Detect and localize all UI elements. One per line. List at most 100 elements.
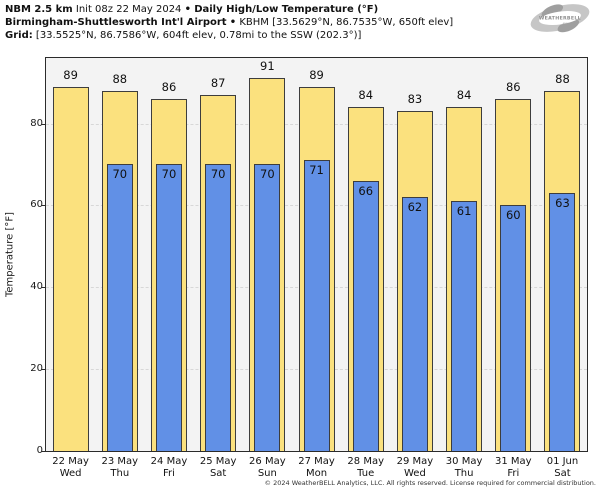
x-tick-label-29-may: 29 May Wed: [390, 456, 439, 480]
copyright-notice: © 2024 WeatherBELL Analytics, LLC. All r…: [264, 479, 596, 487]
x-label-date: 30 May: [445, 456, 483, 467]
x-tick-label-24-may: 24 May Fri: [144, 456, 193, 480]
station-details: KBHM [33.5629°N, 86.7535°W, 650ft elev]: [239, 17, 454, 28]
init-time: Init 08z 22 May 2024: [75, 4, 182, 15]
x-tick-label-23-may: 23 May Thu: [95, 456, 144, 480]
bar-slot-24-may: 86 70: [144, 58, 193, 451]
x-label-date: 25 May: [199, 456, 237, 467]
x-label-date: 24 May: [150, 456, 188, 467]
low-bar: 61: [451, 201, 478, 451]
x-label-date: 22 May: [52, 456, 89, 467]
bar-slot-29-may: 83 62: [390, 58, 439, 451]
y-tick-label-40: 40: [30, 281, 43, 293]
bar-slot-22-may: 89: [46, 58, 95, 451]
high-value-label: 83: [407, 92, 423, 106]
x-tick-label-27-may: 27 May Mon: [292, 456, 341, 480]
low-bar: 60: [500, 205, 527, 451]
y-tick-label-20: 20: [30, 363, 43, 375]
x-tick-label-22-may: 22 May Wed: [46, 456, 95, 480]
x-label-date: 28 May: [347, 456, 384, 467]
high-value-label: 86: [505, 80, 521, 94]
high-value-label: 86: [161, 80, 177, 94]
y-tick-label-60: 60: [30, 199, 43, 211]
y-tick-mark-40: [41, 287, 45, 289]
x-tick-label-30-may: 30 May Thu: [440, 456, 489, 480]
low-bar: 70: [106, 164, 133, 451]
x-label-weekday: Thu: [454, 468, 474, 479]
x-label-weekday: Wed: [404, 468, 426, 479]
x-tick-label-01-jun: 01 Jun Sat: [538, 456, 587, 480]
low-value-label: 71: [309, 163, 324, 177]
x-label-weekday: Sat: [554, 468, 571, 479]
bar-slot-25-may: 87 70: [194, 58, 243, 451]
high-value-label: 91: [260, 59, 275, 73]
low-bar: 70: [155, 164, 182, 451]
bar-series: 89 88 70 86 70 87 70 91 70 89 71 84 66 83 62 84 61 86 60 88…: [46, 58, 587, 451]
y-tick-mark-20: [41, 369, 45, 371]
y-tick-mark-0: [41, 451, 45, 452]
x-label-date: 27 May: [298, 456, 335, 467]
x-tick-label-28-may: 28 May Tue: [341, 456, 390, 480]
bar-slot-31-may: 86 60: [489, 58, 538, 451]
logo-swirl-icon: [530, 4, 590, 33]
high-bar: [52, 87, 89, 451]
x-label-date: 31 May: [494, 456, 532, 467]
logo-tagline-text: ANALYTICS LLC: [563, 22, 579, 25]
x-tick-label-26-may: 26 May Sun: [243, 456, 292, 480]
low-bar: 63: [549, 193, 576, 451]
x-label-weekday: Wed: [59, 468, 82, 479]
bar-slot-27-may: 89 71: [292, 58, 341, 451]
low-value-label: 63: [555, 196, 570, 210]
low-value-label: 70: [161, 167, 177, 181]
low-bar: 70: [205, 164, 232, 451]
high-value-label: 84: [358, 88, 374, 102]
high-value-label: 88: [555, 72, 570, 86]
x-label-weekday: Mon: [305, 468, 328, 479]
model-name: NBM 2.5 km: [5, 4, 73, 15]
grid-details: [33.5525°N, 86.7586°W, 604ft elev, 0.78m…: [35, 30, 362, 41]
header-line-3: Grid: [33.5525°N, 86.7586°W, 604ft elev,…: [5, 29, 453, 42]
station-name: Birmingham-Shuttlesworth Int'l Airport: [5, 17, 227, 28]
low-bar: 66: [352, 181, 379, 451]
x-label-date: 23 May: [101, 456, 139, 467]
product-title: Daily High/Low Temperature (°F): [194, 4, 379, 15]
low-bar: 62: [401, 197, 428, 451]
grid-label: Grid:: [5, 30, 33, 41]
bar-slot-01-jun: 88 63: [538, 58, 587, 451]
bar-slot-28-may: 84 66: [341, 58, 390, 451]
low-value-label: 60: [505, 208, 521, 222]
x-tick-label-25-may: 25 May Sat: [194, 456, 243, 480]
low-value-label: 66: [358, 184, 374, 198]
x-label-weekday: Fri: [163, 468, 175, 479]
x-label-weekday: Sat: [209, 468, 227, 479]
plot-area: 89 88 70 86 70 87 70 91 70 89 71 84 66 83 62 84 61 86 60 88…: [45, 57, 588, 452]
x-tick-label-31-may: 31 May Fri: [489, 456, 538, 480]
x-label-weekday: Thu: [110, 468, 130, 479]
low-bar: 71: [303, 160, 330, 451]
separator-bullet: •: [184, 4, 192, 15]
bar-slot-23-may: 88 70: [95, 58, 144, 451]
x-label-weekday: Fri: [507, 468, 520, 479]
low-bar: 70: [254, 164, 281, 451]
header-line-2: Birmingham-Shuttlesworth Int'l Airport •…: [5, 16, 453, 29]
high-value-label: 89: [309, 68, 324, 82]
weatherbell-logo: WEATHERBELL ANALYTICS LLC: [530, 4, 590, 33]
x-label-weekday: Tue: [357, 468, 375, 479]
high-value-label: 84: [456, 88, 472, 102]
header-line-1: NBM 2.5 km Init 08z 22 May 2024 • Daily …: [5, 3, 453, 16]
high-value-label: 87: [210, 76, 226, 90]
y-axis-title: Temperature [°F]: [4, 211, 16, 298]
y-tick-mark-80: [41, 123, 45, 125]
x-label-weekday: Sun: [257, 468, 277, 479]
high-value-label: 89: [63, 68, 78, 82]
low-value-label: 70: [210, 167, 226, 181]
bar-slot-30-may: 84 61: [440, 58, 489, 451]
chart-header: NBM 2.5 km Init 08z 22 May 2024 • Daily …: [5, 3, 453, 42]
y-tick-label-0: 0: [36, 445, 43, 456]
y-tick-mark-60: [41, 205, 45, 207]
low-value-label: 70: [112, 167, 128, 181]
x-axis-labels: 22 May Wed 23 May Thu 24 May Fri 25 May Sat 26 M…: [46, 456, 587, 480]
separator-bullet: •: [229, 17, 237, 28]
high-value-label: 88: [112, 72, 128, 86]
